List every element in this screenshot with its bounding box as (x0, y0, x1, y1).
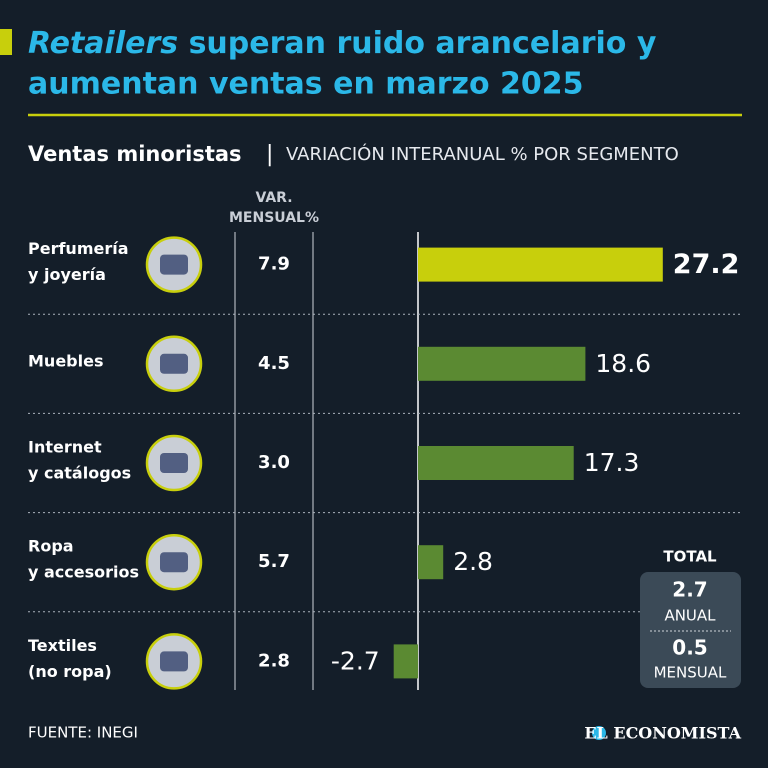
bar (418, 247, 663, 282)
monthly-value: 5.7 (258, 551, 290, 572)
category-label: Textiles (28, 636, 97, 655)
category-label: Ropa (28, 537, 74, 556)
bar (418, 346, 586, 381)
category-label: y catálogos (28, 464, 131, 483)
source: FUENTE: INEGI (28, 724, 138, 742)
bar (393, 644, 418, 679)
total-annual: 2.7 (672, 578, 707, 602)
category-label: y joyería (28, 265, 106, 284)
total-annual-label: ANUAL (664, 607, 716, 625)
category-label: Perfumería (28, 239, 129, 258)
category-label: Internet (28, 438, 102, 457)
value-label: 2.8 (453, 547, 493, 576)
icon-glyph (160, 254, 188, 275)
monthly-header: MENSUAL% (229, 210, 319, 226)
monthly-value: 3.0 (258, 452, 290, 473)
title-italic: Retailers (28, 26, 178, 61)
icon-glyph (160, 552, 188, 573)
icon-glyph (160, 453, 188, 473)
value-label: 17.3 (584, 448, 640, 477)
monthly-value: 7.9 (258, 254, 290, 275)
rows: Perfumería y joyería 7.9 27.2 Muebles 4.5 18.6… (28, 232, 742, 690)
category-label: y accesorios (28, 563, 139, 582)
subtitle-bold: Ventas minoristas (28, 142, 242, 166)
bar (418, 545, 444, 580)
icon-glyph (160, 353, 188, 374)
total-title: TOTAL (663, 548, 717, 566)
title-marker (0, 29, 12, 55)
subtitle-separator: | (266, 142, 273, 167)
monthly-value: 4.5 (258, 353, 290, 374)
value-label: 18.6 (595, 349, 651, 378)
value-label: 27.2 (673, 249, 740, 280)
category-label: Muebles (28, 351, 103, 370)
subtitle: VARIACIÓN INTERANUAL % POR SEGMENTO (286, 143, 679, 165)
chart-title-line2: aumentan ventas en marzo 2025 (28, 67, 584, 102)
total-monthly-label: MENSUAL (654, 664, 727, 682)
bar (418, 446, 574, 480)
brand-logo (592, 726, 606, 740)
title-line: superan ruido arancelario y (189, 26, 657, 61)
chart-title: Retailers superan ruido arancelario y (28, 26, 657, 61)
monthly-header: VAR. (255, 190, 292, 206)
brand: EL ECONOMISTA (584, 724, 741, 743)
total-box (640, 572, 741, 688)
total-monthly: 0.5 (672, 636, 707, 660)
category-label: (no ropa) (28, 662, 112, 681)
icon-glyph (160, 651, 188, 672)
monthly-value: 2.8 (258, 650, 290, 671)
value-label: -2.7 (331, 646, 380, 675)
